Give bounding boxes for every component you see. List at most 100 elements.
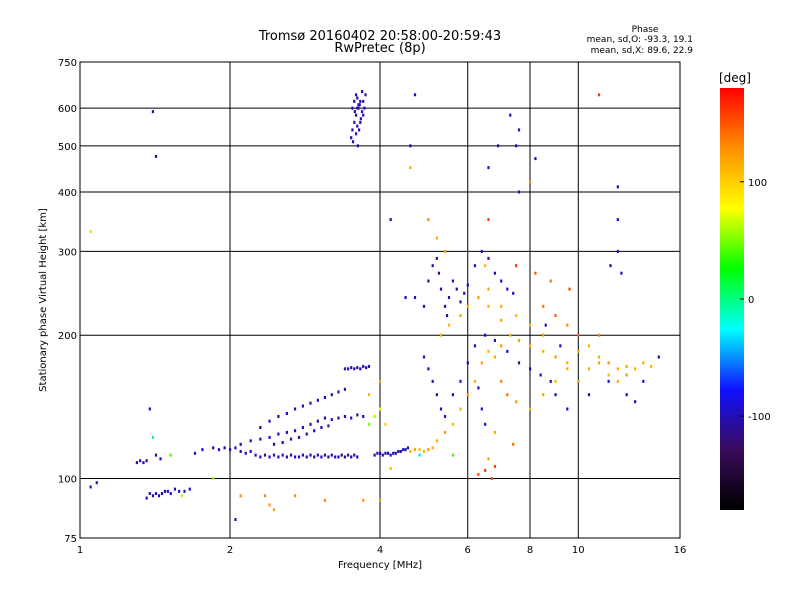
data-point [549,379,552,383]
data-point [323,416,327,420]
data-point [305,432,308,436]
data-point [451,453,455,457]
grid [79,61,681,539]
data-point [159,457,162,461]
data-point [316,419,319,423]
data-point [367,393,371,397]
colorbar-tick-label: 100 [748,178,767,189]
data-point [154,453,158,457]
data-point [506,393,509,397]
colorbar: [deg] 100 0 -100 [719,71,771,510]
data-point [487,218,490,222]
data-point [354,113,358,117]
colorbar-tick-label: -100 [748,412,771,423]
data-point [500,344,503,348]
data-point [148,407,151,411]
data-point [477,472,480,476]
data-point [313,455,316,459]
data-point [463,291,466,295]
data-point [351,128,354,132]
data-point [327,455,330,459]
data-point [309,422,312,426]
data-point [354,93,358,97]
data-point [587,367,591,371]
data-point [362,99,365,103]
data-point [443,304,447,308]
data-point [427,279,430,283]
chart-title: Tromsø 20160402 20:58:00-20:59:43 [258,29,501,44]
data-point [359,99,362,103]
stats-o-line: mean, sd,O: -93.3, 19.1 [587,35,693,45]
x-tick-label: 16 [674,545,687,556]
data-point [353,120,356,124]
data-point [459,379,462,383]
data-point [293,429,297,433]
data-point [459,300,462,304]
data-point [406,446,410,450]
data-point [367,364,371,368]
data-point [337,455,340,459]
stats-heading: Phase [632,25,659,35]
data-point [177,489,181,493]
data-point [439,333,443,337]
data-point [239,449,242,453]
data-point [212,477,215,481]
data-point [268,455,271,459]
data-point [413,296,417,300]
data-point [625,364,628,368]
data-point [139,459,142,463]
data-point [169,492,172,496]
data-point [356,144,359,148]
data-point [451,393,455,397]
data-point [529,180,532,184]
data-point [351,140,355,144]
data-point [309,453,312,457]
data-point [466,393,469,397]
data-point [422,355,426,359]
data-point [135,461,138,465]
data-point [376,451,379,455]
data-point [484,422,487,426]
data-point [297,435,301,439]
data-point [353,110,356,114]
data-point [145,496,148,500]
data-point [89,485,92,489]
data-point [616,218,619,222]
data-point [353,99,356,103]
data-point [392,451,395,455]
data-point [193,451,197,455]
data-point [566,323,569,327]
data-point [330,453,333,457]
data-point [254,453,257,457]
stats-x-line: mean, sd,X: 89.6, 22.9 [591,46,694,56]
data-point [313,429,316,433]
y-ticks: 75 100 200 300 400 500 600 750 [58,58,77,545]
data-point [515,144,518,148]
data-point [542,333,545,337]
data-point [577,379,580,383]
data-point [477,296,480,300]
data-point [399,449,402,453]
data-point [386,451,390,455]
data-point [277,432,280,436]
x-tick-label: 4 [377,545,383,556]
data-point [657,355,660,359]
data-point [500,279,503,283]
data-point [431,264,434,268]
data-point [289,453,293,457]
data-point [487,287,490,291]
data-point [268,419,271,423]
data-point [534,157,537,161]
data-point [554,379,557,383]
data-point [577,333,580,337]
data-point [480,361,483,365]
data-point [409,166,412,170]
data-point [389,453,392,457]
data-point [356,455,359,459]
data-point [566,367,569,371]
data-point [517,128,521,132]
data-point [435,439,438,443]
data-point [480,407,483,411]
data-point [285,455,288,459]
data-point [327,424,330,428]
